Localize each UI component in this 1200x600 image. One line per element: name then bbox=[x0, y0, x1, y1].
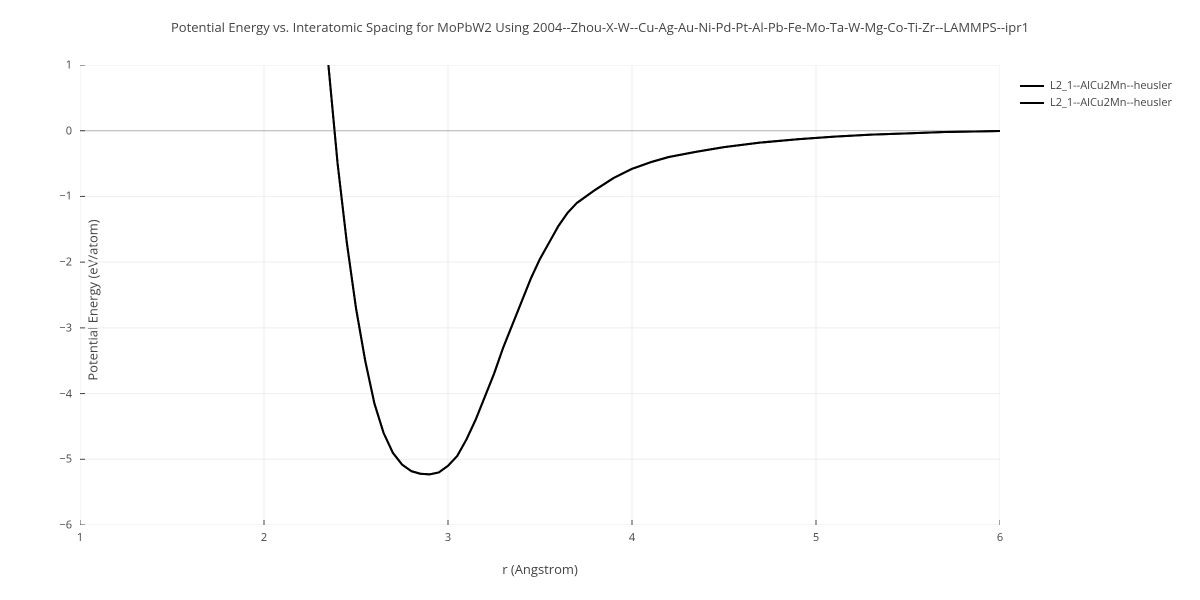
legend-item[interactable]: L2_1--AlCu2Mn--heusler bbox=[1020, 78, 1172, 93]
plot-area[interactable] bbox=[80, 65, 1000, 526]
chart-legend[interactable]: L2_1--AlCu2Mn--heusler L2_1--AlCu2Mn--heu… bbox=[1020, 78, 1172, 112]
x-tick-label: 5 bbox=[813, 530, 819, 545]
y-tick-label: −3 bbox=[12, 320, 72, 335]
x-tick-label: 4 bbox=[629, 530, 635, 545]
x-tick-label: 1 bbox=[77, 530, 83, 545]
legend-item[interactable]: L2_1--AlCu2Mn--heusler bbox=[1020, 95, 1172, 110]
legend-label: L2_1--AlCu2Mn--heusler bbox=[1050, 95, 1172, 110]
x-tick-label: 3 bbox=[445, 530, 451, 545]
legend-swatch bbox=[1020, 102, 1044, 104]
chart-svg bbox=[80, 65, 1000, 525]
x-axis-label: r (Angstrom) bbox=[80, 560, 1000, 578]
y-tick-label: 1 bbox=[12, 58, 72, 73]
chart-title: Potential Energy vs. Interatomic Spacing… bbox=[0, 18, 1200, 36]
legend-swatch bbox=[1020, 85, 1044, 87]
y-tick-label: 0 bbox=[12, 123, 72, 138]
y-tick-label: −6 bbox=[12, 518, 72, 533]
y-tick-label: −5 bbox=[12, 452, 72, 467]
y-tick-label: −2 bbox=[12, 255, 72, 270]
y-tick-label: −4 bbox=[12, 386, 72, 401]
legend-label: L2_1--AlCu2Mn--heusler bbox=[1050, 78, 1172, 93]
x-tick-label: 2 bbox=[261, 530, 267, 545]
x-tick-label: 6 bbox=[997, 530, 1003, 545]
y-tick-label: −1 bbox=[12, 189, 72, 204]
